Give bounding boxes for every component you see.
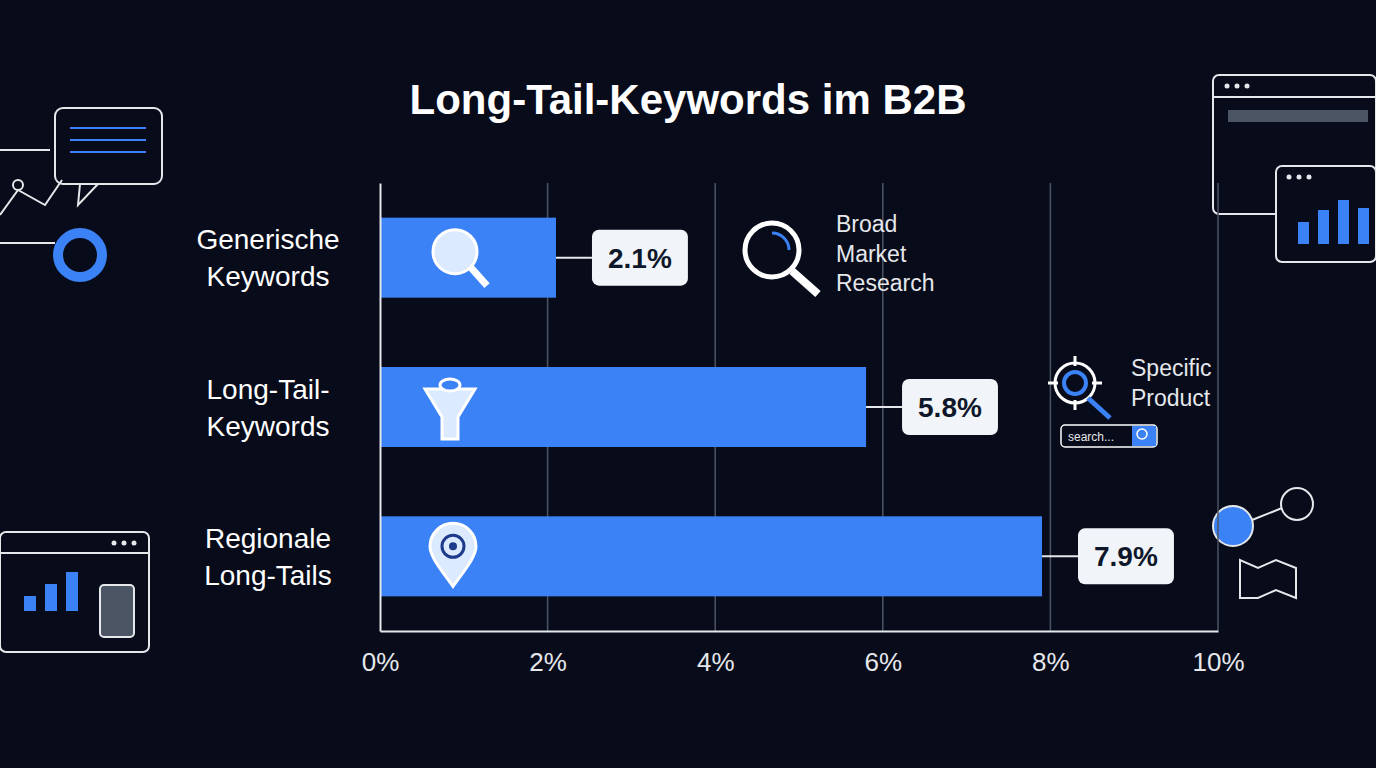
x-tick-label: 2% — [529, 647, 567, 677]
data-label-text: 2.1% — [608, 243, 672, 274]
icon-handle — [471, 268, 487, 286]
icon-dot — [1235, 84, 1240, 89]
x-tick: 0% — [362, 631, 400, 677]
data-label-leader — [866, 406, 902, 408]
icon-chat — [55, 108, 162, 184]
icon-window-bar — [1213, 96, 1376, 98]
icon-search-glass — [1137, 429, 1147, 439]
icon-graph — [0, 150, 62, 215]
icon-block — [1228, 110, 1368, 122]
icon-window — [0, 532, 149, 652]
annotation-icons — [745, 223, 1157, 447]
bar-icons — [425, 230, 487, 587]
x-tick: 2% — [529, 631, 567, 677]
icon-pin — [430, 523, 476, 586]
icon-bar — [66, 572, 78, 611]
icon-block — [100, 585, 134, 637]
decoration — [0, 75, 1376, 652]
icon-bar — [1358, 208, 1369, 244]
bar — [380, 218, 556, 298]
annotations: BroadMarketResearch SpecificProduct search… — [745, 211, 1212, 447]
background — [0, 0, 1376, 768]
icon-donut — [58, 233, 102, 277]
icon-dot — [1307, 175, 1312, 180]
grid-line — [1217, 183, 1219, 631]
data-label: 7.9% — [1042, 528, 1174, 584]
bar — [380, 516, 1042, 596]
icon-dot — [122, 541, 127, 546]
x-tick-label: 10% — [1192, 647, 1244, 677]
x-tick: 4% — [697, 631, 735, 677]
icon-handle — [1088, 398, 1110, 418]
x-tick-label: 8% — [1032, 647, 1070, 677]
data-label: 2.1% — [556, 230, 688, 286]
data-label-text: 7.9% — [1094, 541, 1158, 572]
x-axis-line — [381, 631, 1219, 633]
icon-bar — [1338, 200, 1349, 244]
icon-dot — [1287, 175, 1292, 180]
category-label: Long-Tail-Keywords — [207, 374, 330, 442]
category-label: GenerischeKeywords — [196, 224, 339, 292]
icon-dot — [1245, 84, 1250, 89]
x-tick: 10% — [1192, 631, 1244, 677]
x-tick: 6% — [865, 631, 903, 677]
icon-dot — [1225, 84, 1230, 89]
icon-magnifier — [745, 223, 799, 277]
x-tick-label: 4% — [697, 647, 735, 677]
icon-search-box — [1061, 425, 1157, 447]
icon-funnel-top — [440, 379, 460, 391]
bars — [380, 218, 1042, 597]
icon-dot — [132, 541, 137, 546]
icon-window-bar — [0, 552, 149, 554]
icon-map — [1240, 508, 1296, 598]
x-tick: 8% — [1032, 631, 1070, 677]
title: Long-Tail-Keywords im B2B — [410, 76, 967, 123]
grid-line — [1050, 183, 1052, 631]
icon-magnifier — [433, 230, 477, 274]
data-label-text: 5.8% — [918, 392, 982, 423]
icon-dot — [1297, 175, 1302, 180]
bar — [380, 367, 866, 447]
icon-dot — [13, 180, 23, 190]
icon-line — [70, 139, 146, 141]
data-label-leader — [556, 257, 592, 259]
category-label: RegionaleLong-Tails — [204, 523, 332, 591]
chart: Long-Tail-Keywords im B2B 0% 2% 4% 6% 8% 10% Ge… — [0, 0, 1376, 768]
icon-dot — [112, 541, 117, 546]
x-tick-label: 6% — [865, 647, 903, 677]
icon-chat-tail — [78, 184, 98, 205]
category-labels: GenerischeKeywords Long-Tail-Keywords Regi… — [196, 224, 339, 591]
icon-bar — [24, 596, 36, 611]
icon-bar — [1298, 222, 1309, 244]
icon-user — [1213, 506, 1253, 546]
icon-funnel — [425, 389, 475, 439]
icon-line — [70, 151, 146, 153]
data-labels: 2.1% 5.8% 7.9% — [556, 230, 1174, 585]
annotation: BroadMarketResearch — [836, 211, 934, 296]
icon-handle — [792, 271, 818, 294]
icon-line — [0, 242, 55, 244]
icon-target-center — [449, 542, 457, 550]
icon-line — [70, 127, 146, 129]
data-label: 5.8% — [866, 379, 998, 435]
y-axis — [380, 184, 381, 632]
icon-user — [1281, 488, 1313, 520]
icon-search-button — [1132, 426, 1156, 446]
data-label-box — [592, 230, 688, 286]
annotation: SpecificProduct — [1131, 355, 1212, 411]
icon-bar — [1318, 210, 1329, 244]
icon-bar — [45, 584, 57, 611]
data-label-box — [902, 379, 998, 435]
data-label-box — [1078, 528, 1174, 584]
icon-window — [1276, 166, 1376, 262]
icon-arc — [772, 233, 789, 250]
icon-target — [442, 535, 464, 557]
icon-target-inner — [1064, 372, 1086, 394]
y-axis-line — [380, 184, 382, 632]
x-tick-label: 0% — [362, 647, 400, 677]
x-axis: 0% 2% 4% 6% 8% 10% — [362, 631, 1245, 677]
annotation: search... — [1068, 430, 1114, 444]
data-label-leader — [1042, 555, 1078, 557]
